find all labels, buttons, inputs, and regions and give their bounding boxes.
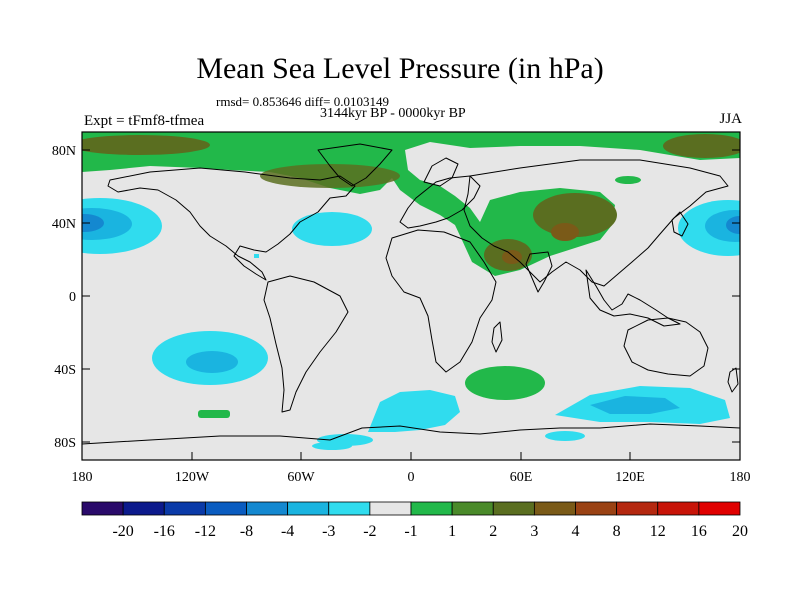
lon-tick-60w: 60W	[287, 470, 315, 485]
lon-tick-0: 0	[408, 470, 415, 485]
south-atlantic-positive-strip	[198, 410, 230, 418]
colorbar-swatch	[287, 501, 330, 516]
map-title: Mean Sea Level Pressure (in hPa)	[196, 52, 604, 85]
lon-tick-180w: 180	[72, 470, 93, 485]
colorbar-label: 3	[530, 523, 538, 540]
coast-japan	[671, 211, 689, 237]
lat-tick-80n: 80N	[52, 144, 76, 159]
colorbar-label: 1	[448, 523, 456, 540]
colorbar-label: 12	[650, 523, 666, 540]
colorbar-label: 8	[613, 523, 621, 540]
colorbar-swatch	[575, 501, 618, 516]
colorbar-label: -1	[404, 523, 417, 540]
colorbar-swatch	[81, 501, 124, 516]
lat-tick-80s: 80S	[54, 436, 76, 451]
caribbean-low-spot	[254, 254, 259, 258]
coast-antarctica	[82, 423, 740, 445]
coast-africa	[385, 229, 497, 373]
colorbar-swatch	[163, 501, 206, 516]
colorbar-swatch	[533, 501, 576, 516]
coast-south-america	[263, 275, 349, 413]
antarctic-low-patch-mid	[312, 442, 352, 450]
experiment-label: Expt = tFmf8-tfmea	[84, 113, 205, 129]
colorbar: -20 -16 -12 -8 -4 -3 -2 -1 1 2 3 4 8 12 16 20	[81, 501, 748, 540]
colorbar-label: -8	[240, 523, 253, 540]
pressure-field	[82, 132, 740, 450]
asia-max-patch	[551, 223, 579, 241]
stats-line: rmsd= 0.853646 diff= 0.0103149	[216, 94, 389, 109]
colorbar-swatch	[616, 501, 659, 516]
arctic-strong-patch-west	[82, 135, 210, 155]
colorbar-swatch	[492, 501, 535, 516]
arabia-max-patch	[502, 250, 522, 264]
coastlines	[82, 143, 740, 445]
lon-tick-180e: 180	[730, 470, 751, 485]
lat-tick-40n: 40N	[52, 217, 76, 232]
colorbar-label: -4	[281, 523, 294, 540]
kamchatka-positive-patch	[615, 176, 641, 184]
coast-australia	[623, 317, 709, 377]
colorbar-swatch	[657, 501, 700, 516]
colorbar-swatch	[328, 501, 371, 516]
colorbar-label: 2	[489, 523, 497, 540]
antarctic-low-patch-east	[545, 431, 585, 441]
lon-axis	[81, 452, 741, 460]
colorbar-label: -12	[195, 523, 216, 540]
coast-greenland	[317, 143, 393, 187]
coast-asia	[463, 159, 729, 287]
colorbar-label: 20	[732, 523, 748, 540]
colorbar-swatch	[410, 501, 453, 516]
colorbar-swatch	[451, 501, 494, 516]
north-pacific-low-west-core	[82, 214, 104, 232]
period-line: 3144kyr BP - 0000kyr BP	[320, 106, 466, 121]
colorbar-label: -3	[322, 523, 335, 540]
coast-europe	[399, 175, 481, 229]
arctic-strong-patch-east	[663, 134, 740, 158]
colorbar-label: 4	[572, 523, 580, 540]
lat-tick-40s: 40S	[54, 363, 76, 378]
coast-india	[525, 251, 553, 293]
lat-axis	[82, 149, 740, 443]
colorbar-label: 16	[691, 523, 707, 540]
north-pacific-low-east-core	[726, 216, 740, 234]
arctic-positive-region	[82, 132, 740, 276]
coast-scandinavia	[423, 157, 459, 187]
asia-strong-patch	[533, 193, 617, 237]
colorbar-label: -16	[154, 523, 175, 540]
colorbar-label: -20	[112, 523, 133, 540]
north-atlantic-low	[292, 212, 372, 246]
south-indian-positive	[465, 366, 545, 400]
southern-ocean-low-atlantic	[368, 390, 460, 432]
lon-tick-60e: 60E	[510, 470, 533, 485]
lon-tick-120e: 120E	[615, 470, 645, 485]
coast-north-america	[107, 167, 356, 281]
arctic-mid-patch	[260, 164, 400, 188]
colorbar-swatch	[698, 501, 741, 516]
colorbar-swatch	[122, 501, 165, 516]
season-label: JJA	[719, 111, 742, 127]
south-pacific-low-core	[186, 351, 238, 373]
colorbar-label: -2	[363, 523, 376, 540]
colorbar-swatch	[246, 501, 289, 516]
lat-tick-0: 0	[69, 290, 76, 305]
coast-madagascar	[491, 321, 503, 353]
colorbar-swatch	[369, 501, 412, 516]
colorbar-swatch	[204, 501, 247, 516]
southern-ocean-low-pacific-core	[590, 396, 680, 414]
lon-tick-120w: 120W	[175, 470, 210, 485]
